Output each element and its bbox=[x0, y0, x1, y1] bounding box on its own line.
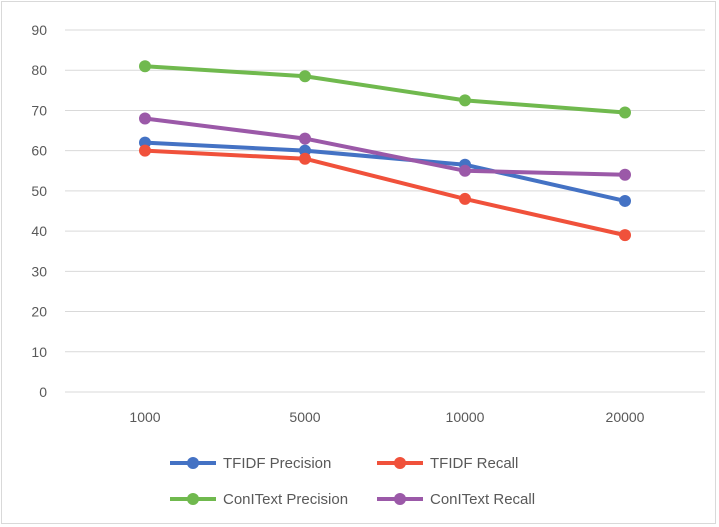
data-point bbox=[619, 194, 631, 207]
data-point bbox=[459, 192, 471, 205]
x-tick-label: 10000 bbox=[446, 409, 485, 425]
data-point bbox=[299, 132, 311, 145]
data-point bbox=[139, 144, 151, 157]
x-tick-label: 1000 bbox=[129, 409, 160, 425]
y-tick-label: 60 bbox=[31, 143, 47, 159]
y-tick-label: 50 bbox=[31, 183, 47, 199]
legend-swatch-marker bbox=[187, 457, 199, 469]
legend-label: TFIDF Precision bbox=[223, 455, 331, 472]
series-line bbox=[143, 64, 627, 115]
data-point bbox=[299, 152, 311, 165]
legend-label: ConIText Precision bbox=[223, 491, 348, 508]
legend-swatch-marker bbox=[187, 493, 199, 505]
x-tick-label: 20000 bbox=[606, 409, 645, 425]
legend: TFIDF Precision TFIDF Recall ConIText Prec… bbox=[170, 455, 535, 508]
gridlines bbox=[65, 29, 705, 393]
series-line bbox=[143, 140, 627, 203]
legend-label: TFIDF Recall bbox=[430, 455, 518, 472]
data-point bbox=[619, 106, 631, 119]
series-line bbox=[143, 116, 627, 177]
series-line bbox=[143, 148, 627, 238]
data-point bbox=[619, 229, 631, 242]
legend-swatch-marker bbox=[394, 457, 406, 469]
y-tick-label: 90 bbox=[31, 22, 47, 38]
series-lines bbox=[139, 60, 631, 242]
data-point bbox=[139, 112, 151, 125]
data-point bbox=[139, 60, 151, 73]
series-group bbox=[139, 144, 631, 242]
y-tick-label: 0 bbox=[39, 384, 47, 400]
y-tick-label: 40 bbox=[31, 223, 47, 239]
legend-item: TFIDF Precision bbox=[170, 455, 331, 472]
series-group bbox=[139, 60, 631, 119]
legend-label: ConIText Recall bbox=[430, 491, 535, 508]
y-tick-label: 30 bbox=[31, 263, 47, 279]
legend-item: ConIText Precision bbox=[170, 491, 348, 508]
legend-item: ConIText Recall bbox=[377, 491, 535, 508]
y-tick-label: 10 bbox=[31, 344, 47, 360]
data-point bbox=[619, 168, 631, 181]
y-tick-label: 70 bbox=[31, 102, 47, 118]
data-point bbox=[459, 164, 471, 177]
legend-swatch-marker bbox=[394, 493, 406, 505]
data-point bbox=[299, 70, 311, 83]
series-group bbox=[139, 112, 631, 181]
data-point bbox=[459, 94, 471, 107]
x-tick-label: 5000 bbox=[289, 409, 320, 425]
y-axis-tick-labels: 0 10 20 30 40 50 60 70 80 90 bbox=[31, 22, 47, 400]
x-axis-tick-labels: 1000 5000 10000 20000 bbox=[129, 409, 644, 425]
y-tick-label: 80 bbox=[31, 62, 47, 78]
legend-item: TFIDF Recall bbox=[377, 455, 518, 472]
y-tick-label: 20 bbox=[31, 304, 47, 320]
